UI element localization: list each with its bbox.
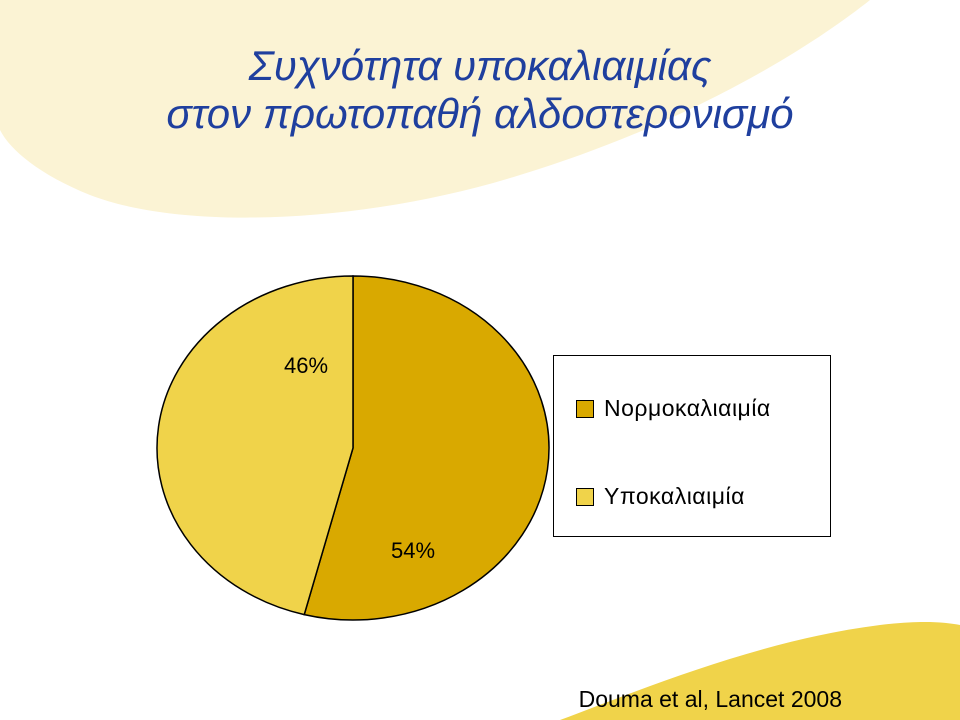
- slice-label-normokalemia: 54%: [391, 538, 435, 563]
- chart-legend: Νορμοκαλιαιμία Υποκαλιαιμία: [553, 355, 831, 537]
- background-cream-shape: [0, 0, 870, 218]
- legend-label-hypokalemia: Υποκαλιαιμία: [604, 483, 745, 509]
- title-line-1: Συχνότητα υποκαλιαιμίας: [248, 42, 712, 89]
- legend-label-normokalemia: Νορμοκαλιαιμία: [604, 395, 771, 421]
- legend-swatch-hypokalemia: [576, 487, 594, 506]
- background-yellow-shape: [560, 621, 960, 720]
- legend-item-normokalemia: Νορμοκαλιαιμία: [576, 395, 771, 422]
- legend-swatch-normokalemia: [576, 399, 594, 418]
- pie-slice-normokalemia: [303, 275, 550, 621]
- slice-label-hypokalemia: 46%: [284, 353, 328, 378]
- pie-slice-hypokalemia: [156, 275, 354, 616]
- legend-item-hypokalemia: Υποκαλιαιμία: [576, 483, 745, 510]
- title-line-2: στον πρωτοπαθή αλδοστερονισμό: [166, 90, 794, 137]
- page-title: Συχνότητα υποκαλιαιμίας στον πρωτοπαθή α…: [0, 42, 960, 138]
- citation: Douma et al, Lancet 2008: [578, 686, 842, 712]
